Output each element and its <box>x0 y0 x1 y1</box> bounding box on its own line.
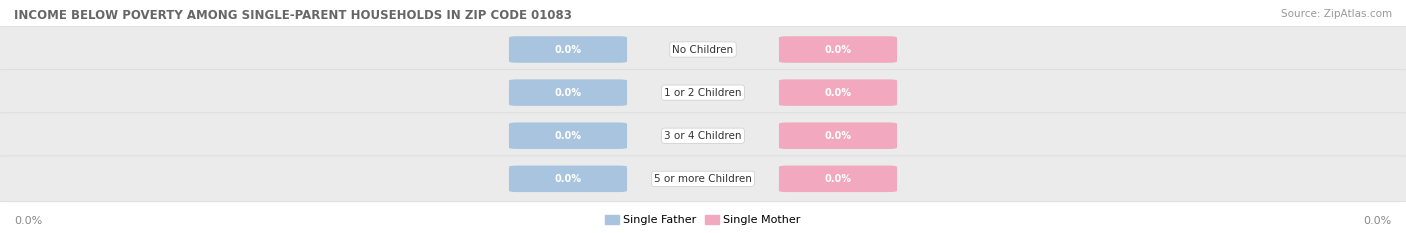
FancyBboxPatch shape <box>509 79 627 106</box>
FancyBboxPatch shape <box>779 79 897 106</box>
Text: 0.0%: 0.0% <box>824 88 852 98</box>
Text: 0.0%: 0.0% <box>554 88 582 98</box>
Text: No Children: No Children <box>672 45 734 55</box>
Legend: Single Father, Single Mother: Single Father, Single Mother <box>603 212 803 227</box>
Text: 5 or more Children: 5 or more Children <box>654 174 752 184</box>
Text: 0.0%: 0.0% <box>14 216 42 226</box>
Text: 0.0%: 0.0% <box>554 45 582 55</box>
Text: 0.0%: 0.0% <box>554 131 582 141</box>
Text: 0.0%: 0.0% <box>824 174 852 184</box>
Text: 0.0%: 0.0% <box>824 131 852 141</box>
FancyBboxPatch shape <box>0 27 1406 72</box>
Text: 0.0%: 0.0% <box>1364 216 1392 226</box>
FancyBboxPatch shape <box>779 166 897 192</box>
Text: INCOME BELOW POVERTY AMONG SINGLE-PARENT HOUSEHOLDS IN ZIP CODE 01083: INCOME BELOW POVERTY AMONG SINGLE-PARENT… <box>14 9 572 22</box>
FancyBboxPatch shape <box>0 70 1406 116</box>
FancyBboxPatch shape <box>0 113 1406 159</box>
FancyBboxPatch shape <box>509 36 627 63</box>
FancyBboxPatch shape <box>0 156 1406 202</box>
FancyBboxPatch shape <box>779 36 897 63</box>
FancyBboxPatch shape <box>509 123 627 149</box>
Text: 0.0%: 0.0% <box>554 174 582 184</box>
FancyBboxPatch shape <box>779 123 897 149</box>
Text: 3 or 4 Children: 3 or 4 Children <box>664 131 742 141</box>
Text: 1 or 2 Children: 1 or 2 Children <box>664 88 742 98</box>
Text: 0.0%: 0.0% <box>824 45 852 55</box>
FancyBboxPatch shape <box>509 166 627 192</box>
Text: Source: ZipAtlas.com: Source: ZipAtlas.com <box>1281 9 1392 19</box>
